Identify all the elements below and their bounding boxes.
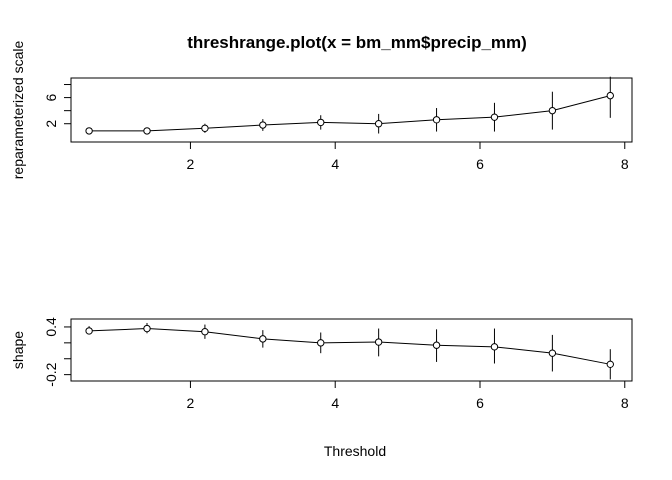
- x-tick-label: 4: [331, 156, 339, 172]
- data-point: [374, 120, 383, 128]
- x-tick-label: 6: [476, 395, 484, 411]
- scale-panel: 2 4 6 8 2 6 reparameterized scale: [10, 41, 633, 180]
- data-point: [606, 360, 614, 369]
- x-tick-label: 4: [331, 395, 339, 411]
- data-point: [606, 91, 614, 100]
- data-point: [143, 324, 151, 333]
- series-line: [89, 95, 611, 132]
- data-point: [548, 106, 557, 115]
- data-point: [259, 121, 267, 129]
- data-point: [490, 113, 499, 121]
- x-axis-label: Threshold: [324, 443, 386, 459]
- x-tick-label: 8: [621, 395, 629, 411]
- data-point: [317, 118, 325, 127]
- x-tick-label: 8: [621, 156, 629, 172]
- data-point: [143, 127, 151, 135]
- data-point: [432, 341, 441, 349]
- shape-panel: 2 4 6 8 -0.2 0.4 shape: [10, 317, 633, 411]
- x-tick-label: 6: [476, 156, 484, 172]
- data-point: [201, 124, 209, 132]
- chart-title: threshrange.plot(x = bm_mm$precip_mm): [187, 33, 527, 52]
- data-point: [374, 338, 383, 346]
- plot-frame: [70, 77, 633, 143]
- data-point: [432, 116, 441, 124]
- data-point: [490, 343, 499, 351]
- x-tick-label: 2: [187, 156, 195, 172]
- data-point: [85, 327, 93, 335]
- data-point: [317, 339, 325, 347]
- data-point: [259, 335, 267, 343]
- y-tick-label: 6: [43, 93, 59, 101]
- y-axis-label: reparameterized scale: [10, 41, 26, 180]
- y-tick-label: 0.4: [43, 317, 59, 337]
- plot-frame: [70, 318, 633, 382]
- data-point: [85, 127, 93, 135]
- y-tick-label: 2: [43, 120, 59, 128]
- data-point: [201, 328, 209, 336]
- y-axis-label: shape: [10, 331, 26, 369]
- data-point: [548, 349, 557, 357]
- x-tick-label: 2: [187, 395, 195, 411]
- y-tick-label: -0.2: [43, 362, 59, 386]
- series-line: [89, 328, 611, 365]
